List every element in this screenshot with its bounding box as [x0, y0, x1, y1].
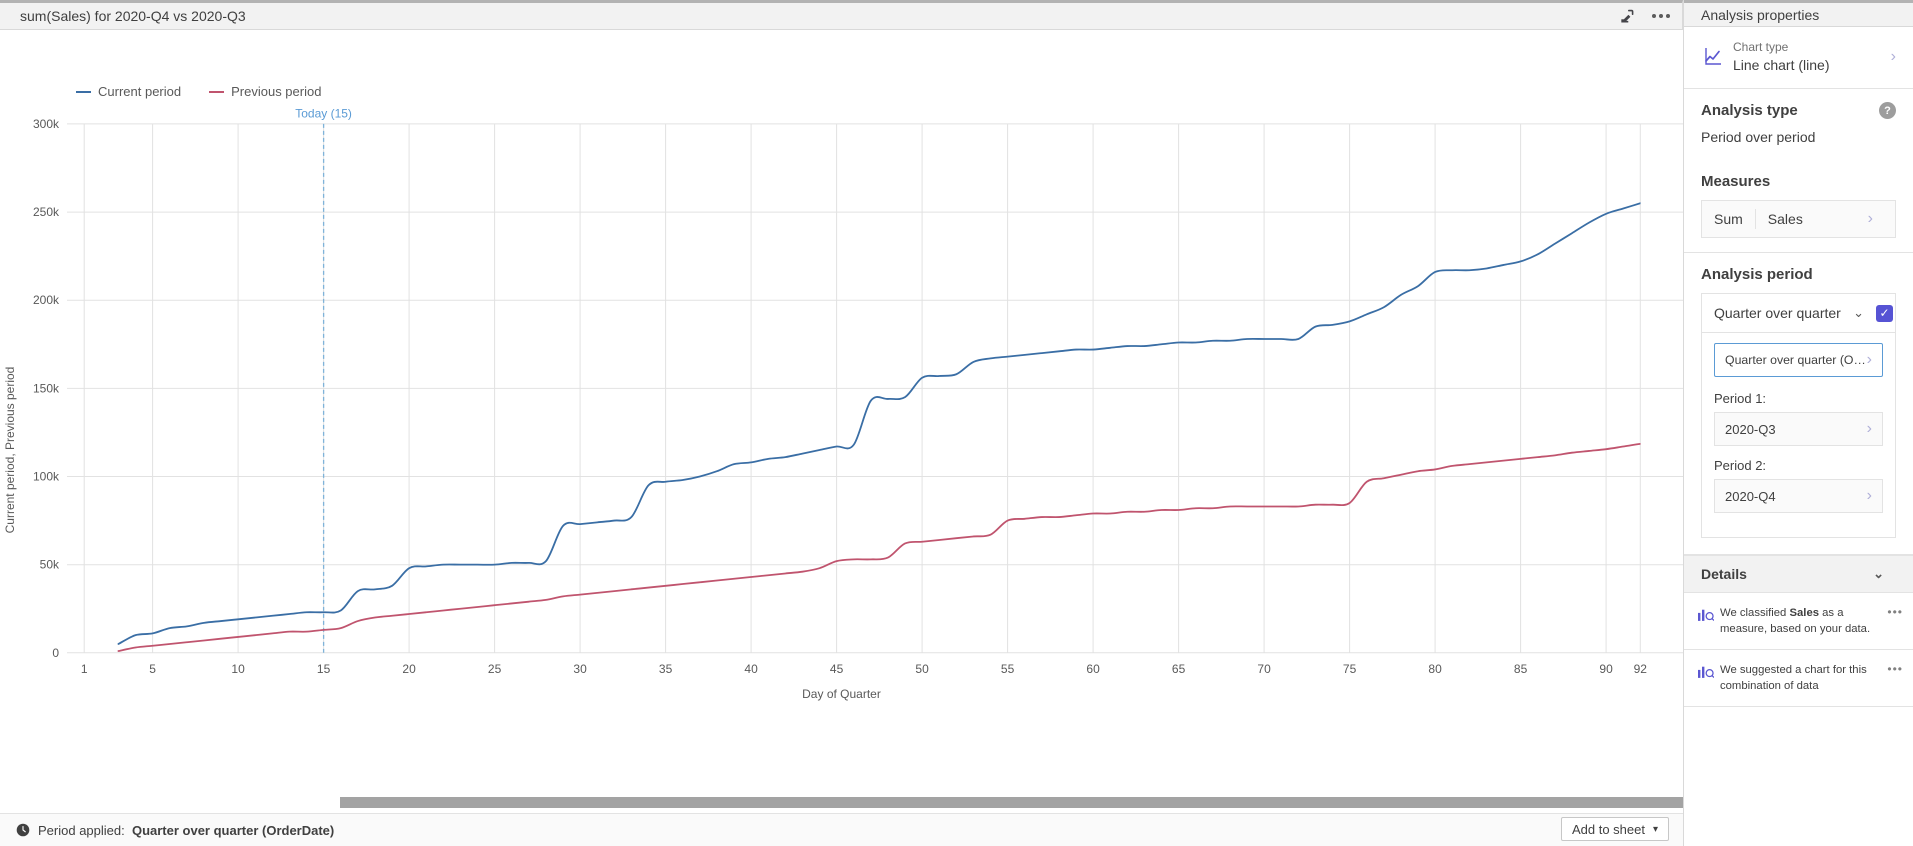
svg-text:90: 90	[1599, 662, 1613, 676]
svg-text:200k: 200k	[33, 293, 60, 307]
svg-text:150k: 150k	[33, 381, 60, 395]
svg-text:40: 40	[744, 662, 758, 676]
svg-text:60: 60	[1086, 662, 1100, 676]
svg-text:15: 15	[317, 662, 331, 676]
svg-text:65: 65	[1172, 662, 1186, 676]
svg-text:55: 55	[1001, 662, 1015, 676]
svg-text:0: 0	[52, 646, 59, 660]
svg-text:100k: 100k	[33, 470, 60, 484]
svg-text:80: 80	[1428, 662, 1442, 676]
svg-text:85: 85	[1514, 662, 1528, 676]
svg-text:70: 70	[1257, 662, 1271, 676]
svg-text:25: 25	[488, 662, 502, 676]
svg-text:Today (15): Today (15)	[295, 107, 352, 121]
svg-text:30: 30	[573, 662, 587, 676]
svg-text:5: 5	[149, 662, 156, 676]
svg-text:1: 1	[81, 662, 88, 676]
svg-text:50k: 50k	[40, 558, 60, 572]
svg-text:45: 45	[830, 662, 844, 676]
svg-text:10: 10	[231, 662, 245, 676]
svg-text:300k: 300k	[33, 117, 60, 131]
svg-text:50: 50	[915, 662, 929, 676]
svg-text:250k: 250k	[33, 205, 60, 219]
svg-text:20: 20	[402, 662, 416, 676]
svg-text:92: 92	[1634, 662, 1648, 676]
svg-text:35: 35	[659, 662, 673, 676]
svg-text:75: 75	[1343, 662, 1357, 676]
